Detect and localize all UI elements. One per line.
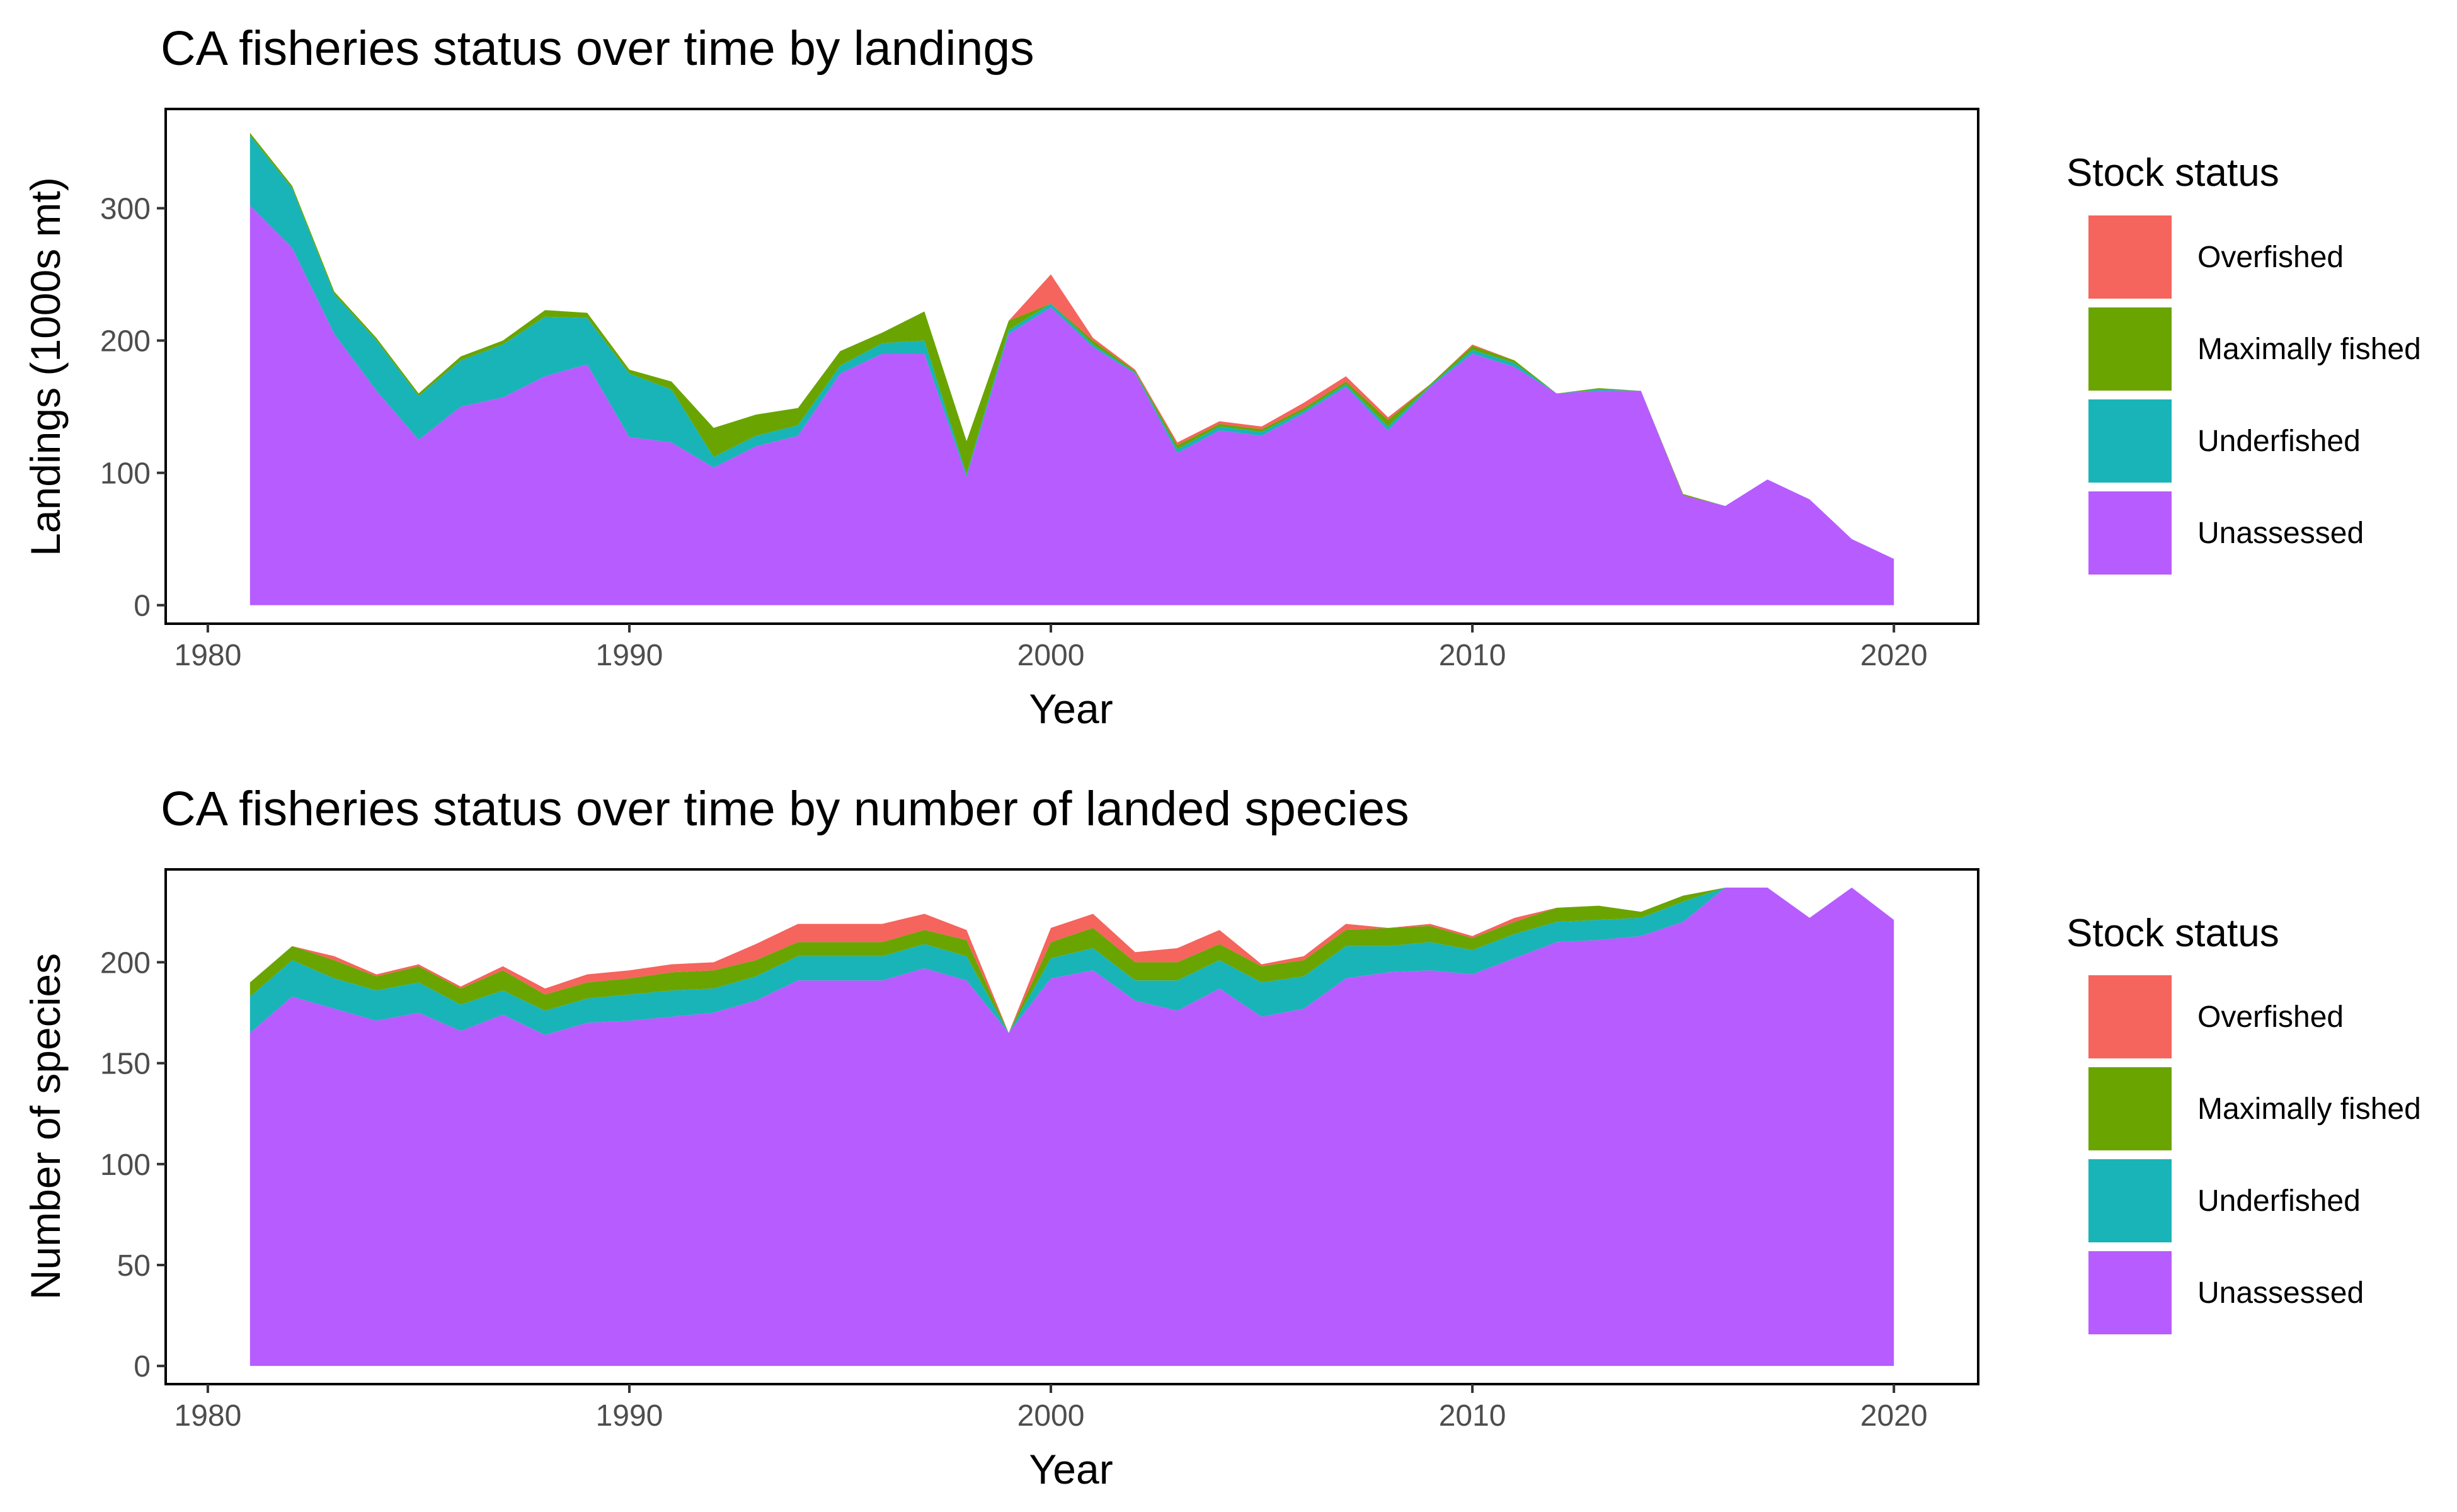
legend-label-overfished: Overfished	[2197, 241, 2344, 274]
x-tick-label: 2000	[1017, 639, 1085, 672]
legend-label-maximally-fished: Maximally fished	[2197, 1092, 2421, 1126]
legend-swatch-underfished	[2088, 399, 2172, 483]
x-axis-ticks: 1980 1990 2000 2010 2020	[175, 624, 1928, 672]
x-tick-label: 2010	[1439, 1399, 1506, 1433]
legend-items: Overfished Maximally fished Underfished Una…	[2088, 975, 2421, 1334]
legend-label-overfished: Overfished	[2197, 1000, 2344, 1034]
area-layers	[249, 132, 1894, 605]
legend-swatch-overfished	[2088, 215, 2172, 299]
species-chart: CA fisheries status over time by number …	[22, 782, 2421, 1492]
legend-swatch-overfished	[2088, 975, 2172, 1058]
x-axis-ticks: 1980 1990 2000 2010 2020	[175, 1384, 1928, 1433]
y-axis-ticks: 0 50 100 150 200	[100, 946, 166, 1383]
y-tick-label: 0	[134, 1350, 151, 1383]
legend-label-maximally-fished: Maximally fished	[2197, 333, 2421, 366]
area-underfished	[249, 135, 1894, 559]
x-tick-label: 2020	[1860, 1399, 1928, 1433]
area-underfished	[249, 887, 1894, 1035]
legend: Stock status Overfished Maximally fished U…	[2066, 151, 2421, 575]
chart-title: CA fisheries status over time by number …	[161, 782, 1409, 836]
legend-swatch-unassessed	[2088, 491, 2172, 575]
x-axis-title: Year	[1029, 1446, 1113, 1492]
legend: Stock status Overfished Maximally fished U…	[2066, 912, 2421, 1334]
y-axis-title: Number of species	[22, 953, 69, 1300]
y-tick-label: 200	[100, 325, 151, 358]
y-tick-label: 300	[100, 193, 151, 226]
x-tick-label: 1980	[175, 1399, 242, 1433]
x-tick-label: 1990	[596, 639, 663, 672]
x-tick-label: 2020	[1860, 639, 1928, 672]
y-axis-title: Landings (1000s mt)	[22, 177, 69, 556]
y-tick-label: 100	[100, 1148, 151, 1182]
x-tick-label: 2000	[1017, 1399, 1085, 1433]
x-axis-title: Year	[1029, 685, 1113, 732]
y-tick-label: 200	[100, 946, 151, 980]
y-axis-ticks: 0 100 200 300	[100, 193, 166, 623]
y-tick-label: 50	[117, 1249, 151, 1283]
legend-label-unassessed: Unassessed	[2197, 517, 2364, 550]
legend-label-underfished: Underfished	[2197, 425, 2361, 458]
x-tick-label: 1980	[175, 639, 242, 672]
y-tick-label: 0	[134, 590, 151, 623]
landings-chart: CA fisheries status over time by landing…	[22, 21, 2421, 732]
legend-swatch-underfished	[2088, 1159, 2172, 1242]
area-unassessed	[249, 205, 1894, 605]
y-tick-label: 150	[100, 1048, 151, 1081]
legend-title: Stock status	[2066, 151, 2279, 195]
x-tick-label: 1990	[596, 1399, 663, 1433]
area-unassessed	[249, 887, 1894, 1366]
legend-items: Overfished Maximally fished Underfished Una…	[2088, 215, 2421, 575]
legend-swatch-unassessed	[2088, 1251, 2172, 1334]
legend-swatch-maximally-fished	[2088, 307, 2172, 391]
x-tick-label: 2010	[1439, 639, 1506, 672]
chart-title: CA fisheries status over time by landing…	[161, 21, 1034, 76]
legend-label-unassessed: Unassessed	[2197, 1276, 2364, 1310]
y-tick-label: 100	[100, 457, 151, 491]
legend-title: Stock status	[2066, 912, 2279, 955]
area-layers	[249, 887, 1894, 1366]
legend-label-underfished: Underfished	[2197, 1184, 2361, 1218]
legend-swatch-maximally-fished	[2088, 1067, 2172, 1150]
